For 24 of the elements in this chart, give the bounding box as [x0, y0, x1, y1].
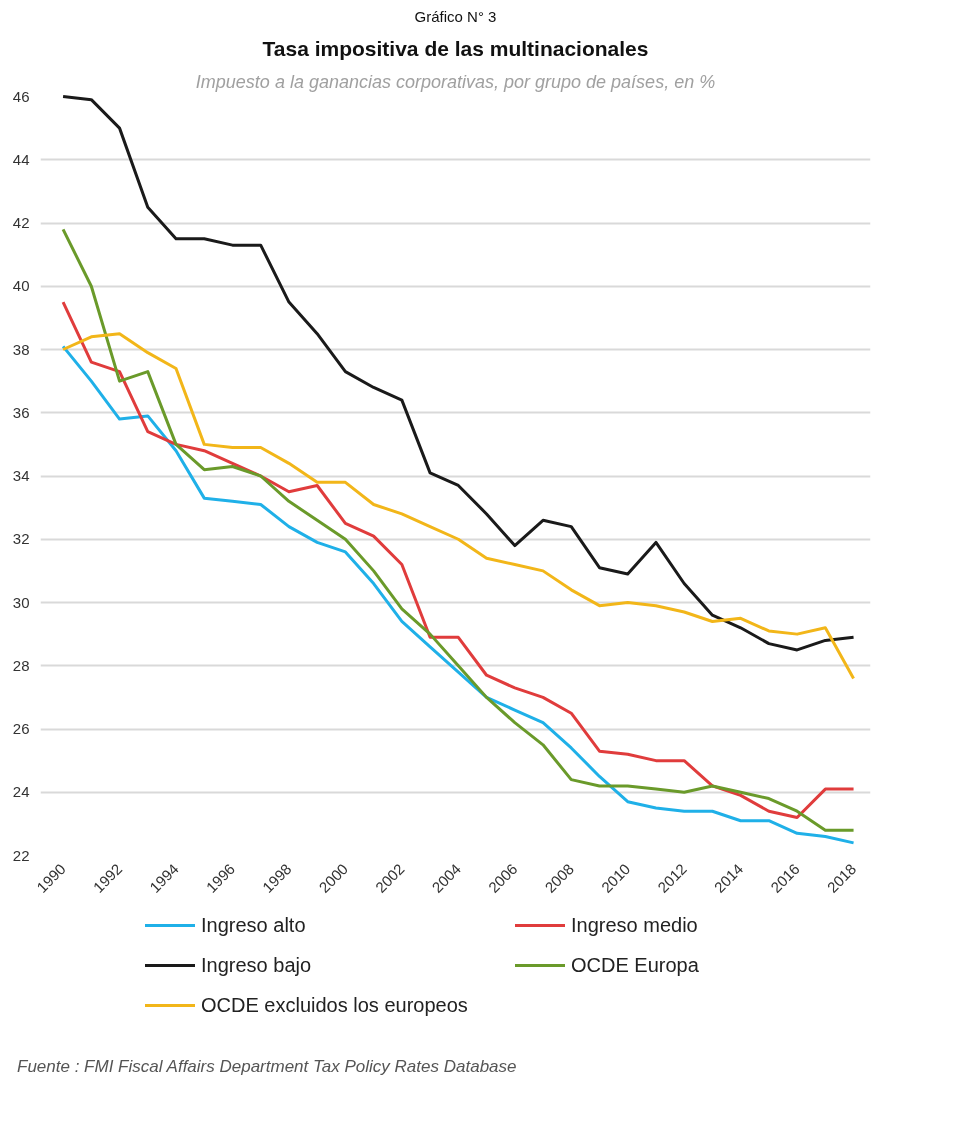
y-tick-label: 44 [12, 150, 30, 168]
legend-label: OCDE excluidos los europeos [201, 992, 468, 1018]
legend-label: OCDE Europa [571, 952, 699, 978]
chart-title: Tasa impositiva de las multinacionales [262, 36, 649, 60]
y-tick-label: 34 [12, 467, 30, 484]
y-tick-label: 22 [12, 846, 30, 864]
y-tick-label: 46 [12, 87, 30, 105]
y-tick-label: 26 [12, 720, 30, 737]
y-tick-label: 40 [12, 277, 30, 295]
chart-subtitle: Impuesto a la ganancias corporativas, por grupo de países, en % [195, 71, 716, 92]
y-tick-label: 36 [12, 403, 30, 421]
legend-label: Ingreso alto [201, 912, 306, 938]
y-tick-label: 32 [12, 530, 30, 548]
y-tick-label: 42 [12, 214, 30, 231]
text: Gráfico N° 3 [414, 7, 497, 25]
legend-label: Ingreso medio [571, 912, 698, 938]
source-note: Fuente : FMI Fiscal Affairs Department Tax Policy Rates Database [17, 1056, 517, 1078]
line-series [61, 332, 856, 680]
y-tick-label: 28 [12, 656, 30, 674]
y-tick-label: 38 [12, 340, 30, 358]
legend-label: Ingreso bajo [201, 952, 312, 978]
y-tick-label: 24 [12, 783, 30, 801]
line-series [61, 95, 856, 652]
y-tick-label: 30 [12, 593, 30, 611]
